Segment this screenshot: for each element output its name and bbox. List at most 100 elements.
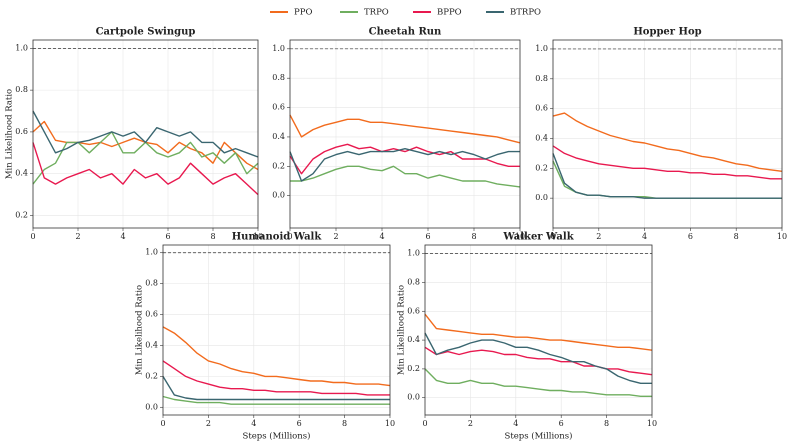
y-tick-label: 0.8 <box>145 279 158 288</box>
legend-label: BPPO <box>437 8 462 18</box>
series-line <box>552 112 783 172</box>
legend-label: BTRPO <box>510 8 541 18</box>
y-tick-label: 0.2 <box>15 210 28 219</box>
series-line <box>162 376 390 401</box>
series-line <box>552 153 782 199</box>
panel: 0 2 4 6 8 10 0.2 0.4 0.6 0.8 1.0 Cartpole Swingup Mi… <box>5 27 264 242</box>
y-tick-label: 0.8 <box>15 85 28 94</box>
series-line <box>289 147 520 182</box>
panel-title: Cartpole Swingup <box>96 27 196 38</box>
x-tick-label: 6 <box>688 232 693 241</box>
y-tick-label: 0.4 <box>145 340 158 349</box>
x-axis-label: Steps (Millions) <box>505 431 573 442</box>
x-tick-label: 6 <box>425 232 430 241</box>
y-tick-label: 0.0 <box>272 191 285 200</box>
x-tick-label: 4 <box>513 419 518 428</box>
series-line <box>162 360 390 396</box>
y-tick-label: 0.6 <box>272 103 285 112</box>
x-tick-label: 4 <box>379 232 384 241</box>
y-tick-label: 0.4 <box>535 133 548 142</box>
series-line <box>162 395 390 405</box>
y-tick-label: 1.0 <box>535 44 548 53</box>
y-tick-label: 0.8 <box>535 74 548 83</box>
y-tick-label: 0.2 <box>535 163 548 172</box>
y-tick-label: 0.4 <box>272 132 285 141</box>
y-tick-label: 0.2 <box>407 364 420 373</box>
y-tick-label: 0.0 <box>145 402 158 411</box>
x-tick-label: 0 <box>160 419 165 428</box>
panel-title: Cheetah Run <box>369 27 442 38</box>
x-tick-label: 2 <box>333 232 338 241</box>
x-tick-label: 0 <box>30 232 35 241</box>
y-tick-label: 0.6 <box>15 127 28 136</box>
x-tick-label: 10 <box>385 419 395 428</box>
series-line <box>32 142 259 196</box>
panel: 0 2 4 6 8 10 0.0 0.2 0.4 0.6 0.8 1.0 Hopper Hop <box>535 27 787 242</box>
legend-label: TRPO <box>364 8 389 18</box>
x-tick-label: 2 <box>75 232 80 241</box>
y-tick-label: 0.6 <box>407 306 420 315</box>
x-tick-label: 4 <box>251 419 256 428</box>
series-line <box>289 114 521 144</box>
plot-frame <box>32 39 259 229</box>
y-axis-label: Min Likelihood Ratio <box>397 285 407 375</box>
series-line <box>32 110 259 158</box>
x-tick-label: 8 <box>471 232 476 241</box>
legend-label: PPO <box>294 8 312 18</box>
x-tick-label: 10 <box>647 419 657 428</box>
plot-frame <box>289 39 521 229</box>
y-tick-label: 0.0 <box>407 393 420 402</box>
x-tick-label: 8 <box>210 232 215 241</box>
x-tick-label: 2 <box>596 232 601 241</box>
panel: 0 2 4 6 8 10 0.0 0.2 0.4 0.6 0.8 1.0 Cheetah Run <box>272 27 525 242</box>
series-line <box>162 326 391 387</box>
y-tick-label: 1.0 <box>407 249 420 258</box>
y-tick-label: 0.4 <box>407 335 420 344</box>
panel: 0 2 4 6 8 10 0.0 0.2 0.4 0.6 0.8 1.0 Humanoid Walk St… <box>135 232 396 442</box>
x-tick-label: 10 <box>515 232 525 241</box>
x-tick-label: 4 <box>642 232 647 241</box>
y-tick-label: 0.0 <box>535 193 548 202</box>
panel-title: Walker Walk <box>502 232 574 243</box>
x-tick-label: 2 <box>468 419 473 428</box>
y-axis-label: Min Likelihood Ratio <box>135 285 145 375</box>
x-tick-label: 8 <box>734 232 739 241</box>
y-tick-label: 1.0 <box>145 248 158 257</box>
y-tick-label: 0.8 <box>407 277 420 286</box>
x-tick-label: 2 <box>206 419 211 428</box>
y-tick-label: 0.8 <box>272 73 285 82</box>
panel: 0 2 4 6 8 10 0.0 0.2 0.4 0.6 0.8 1.0 Walker Walk Step… <box>397 232 658 442</box>
y-tick-label: 0.2 <box>272 161 285 170</box>
x-tick-label: 4 <box>120 232 125 241</box>
y-tick-label: 0.6 <box>145 310 158 319</box>
series-line <box>32 131 259 185</box>
series-line <box>424 332 652 384</box>
x-tick-label: 10 <box>253 232 263 241</box>
series-line <box>424 346 653 376</box>
x-tick-label: 6 <box>165 232 170 241</box>
x-axis-label: Steps (Millions) <box>243 431 311 442</box>
y-tick-label: 0.4 <box>15 169 28 178</box>
y-tick-label: 0.2 <box>145 371 158 380</box>
y-axis-label: Min Likelihood Ratio <box>5 89 15 179</box>
series-line <box>552 145 782 180</box>
panel-title: Humanoid Walk <box>232 232 323 243</box>
series-line <box>289 143 520 175</box>
series-line <box>552 160 782 199</box>
plot-frame <box>424 244 653 416</box>
x-tick-label: 0 <box>550 232 555 241</box>
x-tick-label: 10 <box>777 232 787 241</box>
x-tick-label: 0 <box>422 419 427 428</box>
panel-title: Hopper Hop <box>633 27 701 38</box>
x-tick-label: 8 <box>604 419 609 428</box>
x-tick-label: 8 <box>342 419 347 428</box>
plot-frame <box>552 39 783 229</box>
y-tick-label: 1.0 <box>15 43 28 52</box>
x-tick-label: 6 <box>559 419 564 428</box>
x-tick-label: 6 <box>297 419 302 428</box>
series-line <box>424 313 653 351</box>
series-line <box>424 368 652 397</box>
y-tick-label: 1.0 <box>272 44 285 53</box>
series-line <box>290 165 521 188</box>
